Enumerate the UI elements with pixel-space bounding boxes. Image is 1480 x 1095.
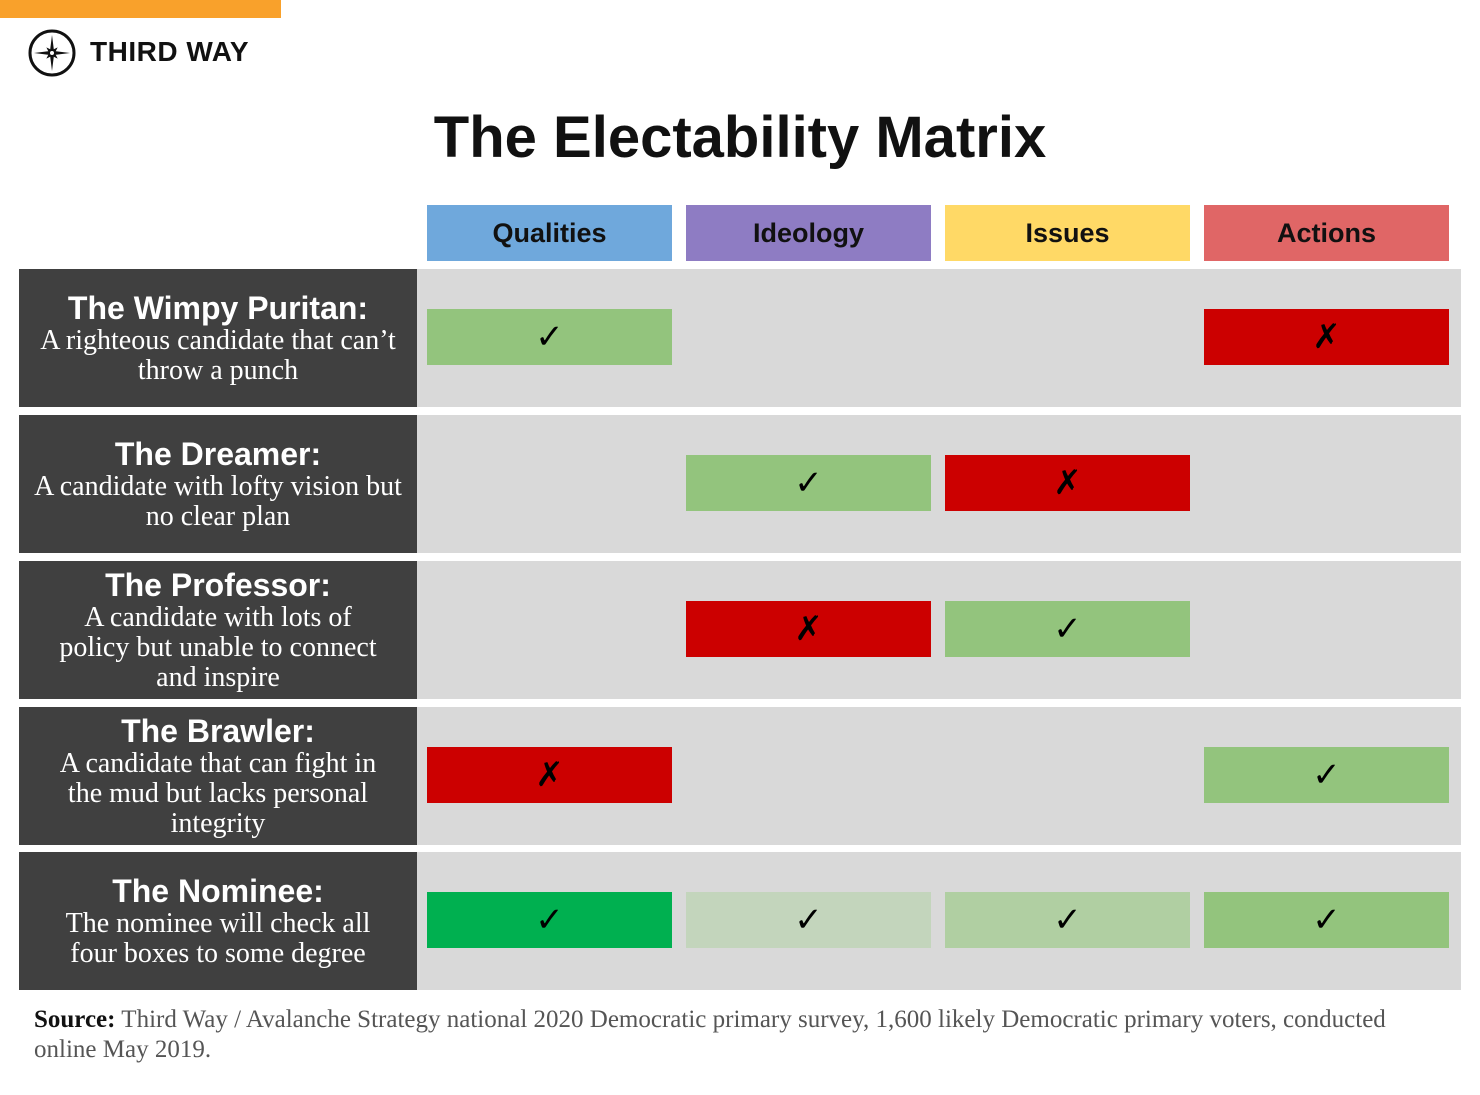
matrix-cell-check: ✓ bbox=[686, 892, 931, 948]
matrix-cell-cross: ✗ bbox=[945, 455, 1190, 511]
archetype-description: A righteous candidate that can’t throw a… bbox=[40, 325, 396, 386]
archetype-description: A candidate that can fight in the mud bu… bbox=[59, 748, 377, 839]
check-icon: ✓ bbox=[1053, 610, 1082, 648]
check-icon: ✓ bbox=[1312, 901, 1341, 939]
archetype-name: The Wimpy Puritan: bbox=[67, 290, 369, 326]
matrix-cell-check: ✓ bbox=[427, 892, 672, 948]
archetype-name: The Nominee: bbox=[112, 873, 324, 909]
brand-name: THIRD WAY bbox=[90, 36, 250, 67]
cross-icon: ✗ bbox=[794, 610, 823, 648]
row-band bbox=[417, 561, 1461, 699]
check-icon: ✓ bbox=[535, 901, 564, 939]
column-header-qualities: Qualities bbox=[427, 205, 672, 261]
row-band bbox=[417, 415, 1461, 553]
matrix-cell-cross: ✗ bbox=[1204, 309, 1449, 365]
matrix-cell-cross: ✗ bbox=[686, 601, 931, 657]
matrix-cell-check: ✓ bbox=[686, 455, 931, 511]
source-label: Source: bbox=[34, 1006, 116, 1033]
page-title: The Electability Matrix bbox=[433, 105, 1047, 170]
check-icon: ✓ bbox=[1312, 756, 1341, 794]
archetype-description: The nominee will check all four boxes to… bbox=[65, 908, 371, 969]
matrix-cell-check: ✓ bbox=[1204, 892, 1449, 948]
matrix-cell-check: ✓ bbox=[945, 601, 1190, 657]
cross-icon: ✗ bbox=[1053, 464, 1082, 502]
matrix-cell-check: ✓ bbox=[427, 309, 672, 365]
accent-bar bbox=[0, 0, 281, 18]
source-note: Source: Third Way / Avalanche Strategy n… bbox=[34, 1005, 1434, 1065]
archetype-name: The Brawler: bbox=[121, 713, 315, 749]
check-icon: ✓ bbox=[1053, 901, 1082, 939]
check-icon: ✓ bbox=[794, 464, 823, 502]
matrix-cell-cross: ✗ bbox=[427, 747, 672, 803]
matrix-cell-check: ✓ bbox=[1204, 747, 1449, 803]
row-label: The Professor: A candidate with lots of p… bbox=[19, 561, 417, 699]
check-icon: ✓ bbox=[794, 901, 823, 939]
compass-star-icon bbox=[28, 29, 76, 77]
row-label: The Dreamer: A candidate with lofty visio… bbox=[19, 415, 417, 553]
check-icon: ✓ bbox=[535, 318, 564, 356]
column-header-ideology: Ideology bbox=[686, 205, 931, 261]
source-text: Third Way / Avalanche Strategy national … bbox=[34, 1006, 1386, 1063]
cross-icon: ✗ bbox=[1312, 318, 1341, 356]
cross-icon: ✗ bbox=[535, 756, 564, 794]
row-label: The Wimpy Puritan: A righteous candidate … bbox=[19, 269, 417, 407]
matrix-cell-check: ✓ bbox=[945, 892, 1190, 948]
column-header-actions: Actions bbox=[1204, 205, 1449, 261]
archetype-description: A candidate with lofty vision but no cle… bbox=[34, 471, 402, 532]
row-label: The Nominee: The nominee will check all f… bbox=[19, 852, 417, 990]
row-label: The Brawler: A candidate that can fight i… bbox=[19, 707, 417, 845]
archetype-description: A candidate with lots of policy but unab… bbox=[59, 602, 377, 693]
archetype-name: The Professor: bbox=[105, 567, 331, 603]
archetype-name: The Dreamer: bbox=[114, 436, 322, 472]
column-header-issues: Issues bbox=[945, 205, 1190, 261]
